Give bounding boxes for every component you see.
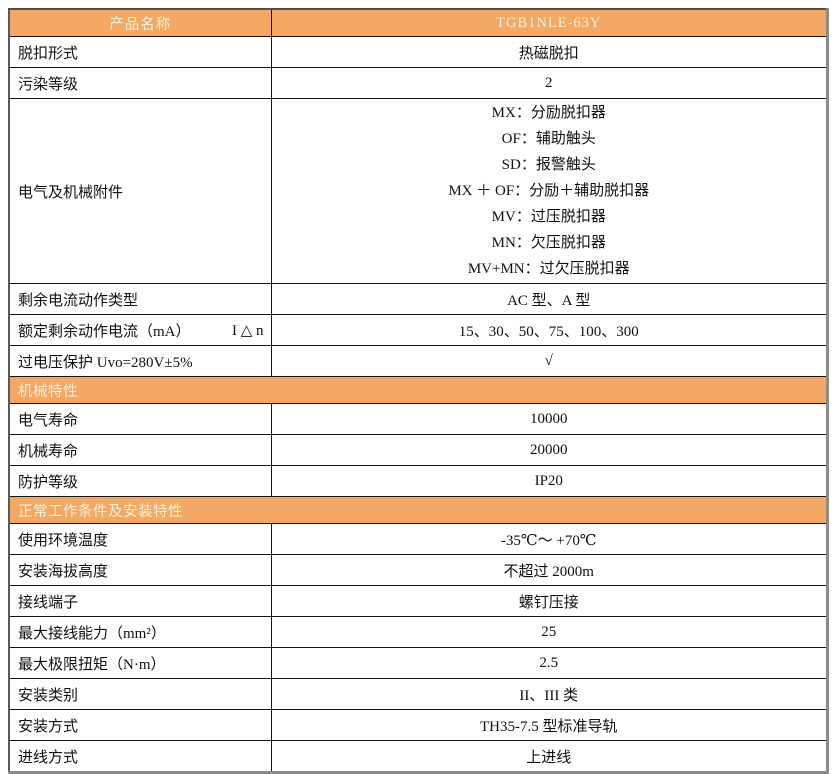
spec-value-line: SD：报警触头	[501, 157, 596, 173]
table-row: 使用环境温度 -35℃～ +70℃	[8, 523, 828, 555]
spec-label-cell: 电气及机械附件	[8, 98, 272, 284]
spec-value-line: MN：欠压脱扣器	[491, 235, 606, 251]
spec-label-cell: 电气寿命	[8, 403, 272, 435]
spec-value-cell: 10000	[270, 403, 828, 435]
spec-value-cell: -35℃～ +70℃	[270, 523, 828, 555]
spec-label-cell: 剩余电流动作类型	[8, 283, 272, 315]
spec-label-cell: 脱扣形式	[8, 36, 272, 68]
spec-value-cell: AC 型、A 型	[270, 283, 828, 315]
table-row: 电气及机械附件 MX：分励脱扣器 OF：辅助触头 SD：报警触头 MX ＋ OF：分励＋…	[8, 98, 828, 284]
spec-value-line: OF：辅助触头	[501, 131, 596, 147]
section-header-label: 机械特性	[8, 376, 828, 404]
spec-label-cell: 安装海拔高度	[8, 554, 272, 586]
spec-value-cell: 螺钉压接	[270, 585, 828, 617]
spec-label-cell: 接线端子	[8, 585, 272, 617]
spec-label-cell: 防护等级	[8, 465, 272, 497]
spec-label-cell: 最大接线能力（mm²）	[8, 616, 272, 648]
spec-value-cell: 2.5	[270, 647, 828, 679]
spec-value-line: MV：过压脱扣器	[491, 209, 606, 225]
spec-value-cell: √	[270, 345, 828, 377]
spec-value-cell: II、III 类	[270, 678, 828, 710]
table-row: 污染等级 2	[8, 67, 828, 99]
spec-value-cell: 2	[270, 67, 828, 99]
spec-value-cell: 20000	[270, 434, 828, 466]
section-header-label: 正常工作条件及安装特性	[8, 496, 828, 524]
spec-value-cell: 热磁脱扣	[270, 36, 828, 68]
spec-value-cell: 25	[270, 616, 828, 648]
spec-label: 额定剩余动作电流（mA）	[18, 323, 191, 340]
spec-value-cell: 15、30、50、75、100、300	[270, 314, 828, 346]
table-row: 电气寿命 10000	[8, 403, 828, 435]
table-row: 额定剩余动作电流（mA） I △ n 15、30、50、75、100、300	[8, 314, 828, 346]
product-spec-table: 产品名称 TGB1NLE-63Y 脱扣形式 热磁脱扣 污染等级 2 电气及机械附件 MX：…	[8, 8, 829, 774]
spec-label-cell: 安装类别	[8, 678, 272, 710]
header-model-value: TGB1NLE-63Y	[270, 8, 828, 37]
table-body: 脱扣形式 热磁脱扣 污染等级 2 电气及机械附件 MX：分励脱扣器 OF：辅助触头 SD：报警…	[8, 36, 828, 773]
spec-value-cell: 上进线	[270, 740, 828, 773]
table-row: 进线方式 上进线	[8, 740, 828, 773]
spec-value-cell: IP20	[270, 465, 828, 497]
section-header-row: 正常工作条件及安装特性	[8, 496, 828, 524]
spec-label-cell: 使用环境温度	[8, 523, 272, 555]
spec-value-cell: TH35-7.5 型标准导轨	[270, 709, 828, 741]
spec-label-cell: 额定剩余动作电流（mA） I △ n	[8, 314, 272, 346]
table-row: 脱扣形式 热磁脱扣	[8, 36, 828, 68]
spec-label-cell: 进线方式	[8, 740, 272, 773]
header-product-name-label: 产品名称	[8, 8, 272, 37]
table-row: 机械寿命 20000	[8, 434, 828, 466]
spec-value-line: MV+MN：过欠压脱扣器	[467, 261, 630, 277]
spec-label-cell: 安装方式	[8, 709, 272, 741]
table-row: 安装海拔高度 不超过 2000m	[8, 554, 828, 586]
table-row: 最大极限扭矩（N·m） 2.5	[8, 647, 828, 679]
spec-value-cell: 不超过 2000m	[270, 554, 828, 586]
table-row: 剩余电流动作类型 AC 型、A 型	[8, 283, 828, 315]
spec-label-cell: 机械寿命	[8, 434, 272, 466]
spec-value-cell: MX：分励脱扣器 OF：辅助触头 SD：报警触头 MX ＋ OF：分励＋辅助脱扣器 MV…	[270, 98, 828, 284]
table-row: 接线端子 螺钉压接	[8, 585, 828, 617]
table-row: 安装方式 TH35-7.5 型标准导轨	[8, 709, 828, 741]
spec-label-cell: 污染等级	[8, 67, 272, 99]
section-header-row: 机械特性	[8, 376, 828, 404]
table-header-row: 产品名称 TGB1NLE-63Y	[8, 8, 828, 37]
table-row: 安装类别 II、III 类	[8, 678, 828, 710]
spec-label-cell: 过电压保护 Uvo=280V±5%	[8, 345, 272, 377]
spec-label-cell: 最大极限扭矩（N·m）	[8, 647, 272, 679]
table-row: 防护等级 IP20	[8, 465, 828, 497]
spec-value-line: MX ＋ OF：分励＋辅助脱扣器	[448, 183, 650, 199]
table-row: 最大接线能力（mm²） 25	[8, 616, 828, 648]
spec-label-symbol: I △ n	[231, 322, 264, 339]
table-row: 过电压保护 Uvo=280V±5% √	[8, 345, 828, 377]
spec-value-line: MX：分励脱扣器	[491, 105, 606, 121]
